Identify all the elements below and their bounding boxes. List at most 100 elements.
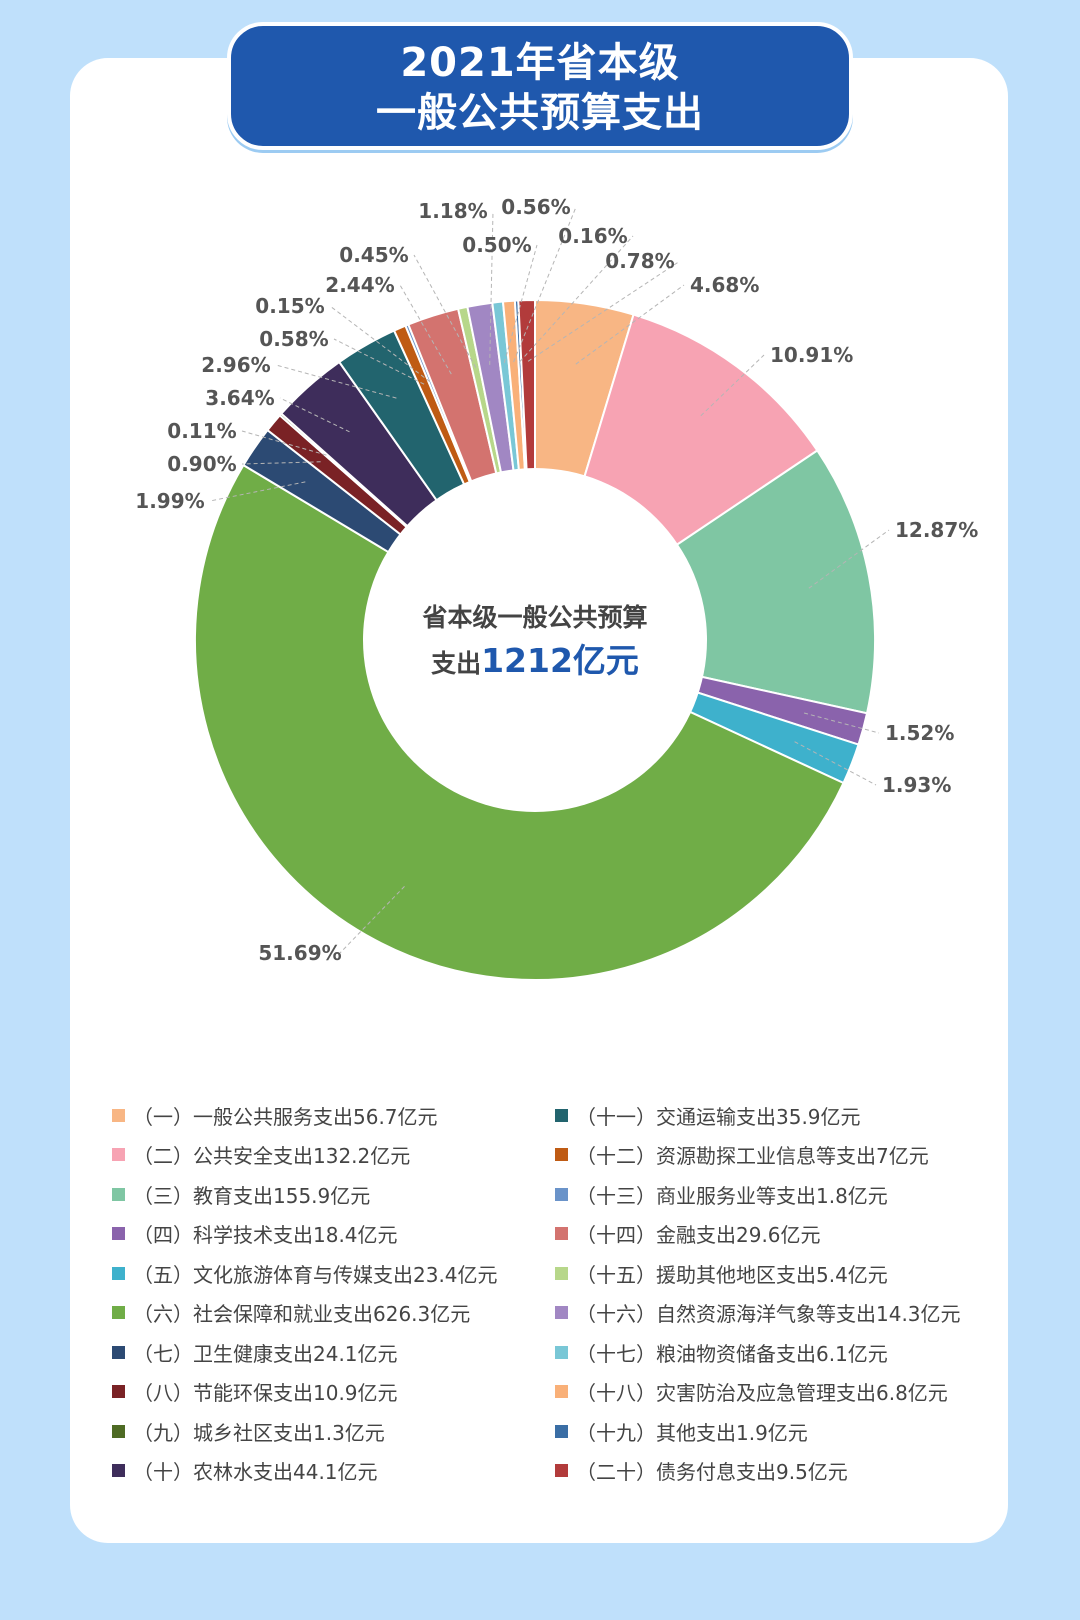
legend-item: （十八）灾害防治及应急管理支出6.8亿元: [555, 1377, 948, 1407]
legend-label: （十五）援助其他地区支出5.4亿元: [576, 1262, 888, 1287]
legend-swatch: [555, 1306, 568, 1319]
legend-label: （十八）灾害防治及应急管理支出6.8亿元: [576, 1381, 948, 1405]
legend-label: （十九）其他支出1.9亿元: [576, 1420, 808, 1445]
legend-label: （七）卫生健康支出24.1亿元: [133, 1341, 398, 1366]
legend-swatch: [555, 1266, 568, 1280]
center-label-line1: 省本级一般公共预算: [421, 603, 647, 632]
legend-item: （十五）援助其他地区支出5.4亿元: [555, 1258, 888, 1288]
leader-line: [794, 741, 877, 786]
legend-label: （十三）商业服务业等支出1.8亿元: [576, 1183, 888, 1208]
leader-line: [519, 235, 634, 362]
legend-swatch: [112, 1148, 125, 1161]
legend-swatch: [112, 1266, 125, 1280]
percent-label: 1.99%: [135, 489, 204, 513]
legend-label: （十七）粮油物资储备支出6.1亿元: [576, 1341, 888, 1366]
legend-item: （八）节能环保支出10.9亿元: [112, 1377, 398, 1407]
legend-label: （二十）债务付息支出9.5亿元: [576, 1460, 848, 1484]
legend-item: （十四）金融支出29.6亿元: [555, 1219, 821, 1249]
legend-label: （八）节能环保支出10.9亿元: [133, 1381, 398, 1405]
percent-label: 0.50%: [462, 233, 531, 257]
donut-hole: [363, 468, 707, 812]
title-line-1: 2021年省本级: [400, 40, 680, 86]
legend-swatch: [555, 1108, 568, 1122]
leader-line: [279, 397, 350, 433]
percent-label: 51.69%: [258, 941, 341, 965]
leader-line: [575, 284, 685, 365]
percent-label: 0.56%: [501, 195, 570, 219]
legend-item: （十七）粮油物资储备支出6.1亿元: [555, 1337, 888, 1367]
legend-item: （十二）资源勘探工业信息等支出7亿元: [555, 1140, 929, 1170]
legend-label: （一）一般公共服务支出56.7亿元: [133, 1104, 438, 1129]
percent-label: 0.90%: [167, 452, 236, 476]
center-label-line2: 支出1212亿元: [431, 641, 639, 680]
legend-item: （六）社会保障和就业支出626.3亿元: [112, 1298, 470, 1328]
percent-label: 12.87%: [895, 518, 978, 542]
leader-line: [808, 529, 890, 589]
leader-line: [339, 886, 405, 954]
percent-label: 0.78%: [605, 249, 674, 273]
leader-line: [527, 260, 681, 362]
legend-label: （九）城乡社区支出1.3亿元: [133, 1420, 385, 1445]
legend-label: （三）教育支出155.9亿元: [133, 1183, 371, 1208]
legend-swatch: [555, 1464, 568, 1477]
legend-label: （十六）自然资源海洋气象等支出14.3亿元: [576, 1302, 961, 1326]
percent-label: 3.64%: [205, 386, 274, 410]
legend-label: （二）公共安全支出132.2亿元: [133, 1144, 411, 1168]
percent-label: 1.93%: [882, 773, 951, 797]
leader-line: [503, 244, 538, 364]
leader-line: [333, 338, 425, 385]
legend-swatch: [112, 1385, 125, 1398]
title-banner: 2021年省本级 一般公共预算支出: [227, 22, 853, 150]
percent-label: 0.58%: [259, 327, 328, 351]
leader-line: [700, 354, 765, 417]
percent-label: 1.52%: [885, 721, 954, 745]
leader-line: [803, 712, 880, 734]
legend-swatch: [112, 1227, 125, 1240]
legend-swatch: [555, 1148, 568, 1161]
legend-swatch: [555, 1345, 568, 1359]
legend-swatch: [112, 1306, 125, 1319]
legend-item: （四）科学技术支出18.4亿元: [112, 1219, 398, 1249]
leader-line: [399, 284, 452, 375]
percent-label: 4.68%: [690, 273, 759, 297]
title-line-2: 一般公共预算支出: [376, 90, 704, 136]
legend-swatch: [112, 1108, 125, 1122]
legend-swatch: [112, 1187, 125, 1201]
legend-label: （十）农林水支出44.1亿元: [133, 1460, 378, 1484]
legend-item: （十九）其他支出1.9亿元: [555, 1416, 808, 1446]
legend-item: （五）文化旅游体育与传媒支出23.4亿元: [112, 1258, 498, 1288]
percent-label: 2.44%: [325, 273, 394, 297]
leader-line: [241, 430, 327, 456]
leader-line: [241, 461, 321, 465]
legend-label: （六）社会保障和就业支出626.3亿元: [133, 1302, 471, 1326]
center-label-value: 1212亿元: [481, 641, 639, 680]
leader-line: [489, 210, 494, 365]
percent-label: 1.18%: [418, 199, 487, 223]
legend-swatch: [555, 1187, 568, 1201]
percent-label: 0.11%: [167, 419, 236, 443]
legend-item: （二）公共安全支出132.2亿元: [112, 1140, 410, 1170]
legend-label: （十四）金融支出29.6亿元: [576, 1223, 821, 1247]
legend-swatch: [112, 1424, 125, 1438]
leader-line: [413, 254, 477, 368]
legend-item: （二十）债务付息支出9.5亿元: [555, 1456, 848, 1486]
legend-label: （四）科学技术支出18.4亿元: [133, 1223, 398, 1247]
legend-swatch: [112, 1345, 125, 1359]
legend-swatch: [555, 1424, 568, 1438]
legend-item: （十三）商业服务业等支出1.8亿元: [555, 1179, 888, 1209]
legend-swatch: [555, 1227, 568, 1240]
percent-label: 0.45%: [339, 243, 408, 267]
legend-item: （三）教育支出155.9亿元: [112, 1179, 370, 1209]
percent-label: 0.15%: [255, 294, 324, 318]
percent-label: 2.96%: [201, 353, 270, 377]
legend-item: （七）卫生健康支出24.1亿元: [112, 1337, 398, 1367]
legend-item: （九）城乡社区支出1.3亿元: [112, 1416, 385, 1446]
legend-item: （十）农林水支出44.1亿元: [112, 1456, 378, 1486]
legend-item: （十一）交通运输支出35.9亿元: [555, 1100, 861, 1130]
legend-item: （一）一般公共服务支出56.7亿元: [112, 1100, 438, 1130]
legend-swatch: [555, 1385, 568, 1398]
legend-label: （十一）交通运输支出35.9亿元: [576, 1104, 861, 1129]
legend-label: （十二）资源勘探工业信息等支出7亿元: [576, 1144, 929, 1168]
center-label-prefix: 支出: [431, 649, 481, 678]
